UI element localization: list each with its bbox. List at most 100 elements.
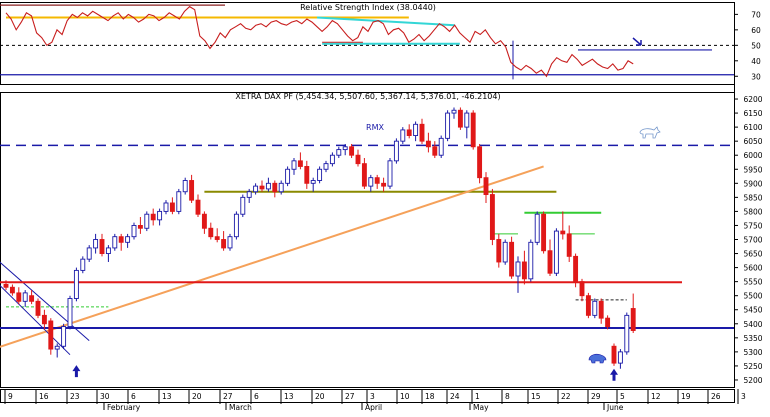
candle-down xyxy=(99,239,105,254)
x-month-label: April xyxy=(365,403,382,412)
candle-down xyxy=(272,182,278,193)
price-tick-label: 6150 xyxy=(743,109,762,118)
price-tick-label: 5650 xyxy=(743,250,762,259)
rsi-line xyxy=(5,5,634,78)
up-arrow-icon xyxy=(610,368,618,381)
candle-up xyxy=(310,180,316,184)
rsi-tick-label: 50 xyxy=(751,41,761,50)
candle-down xyxy=(566,233,572,257)
candle-down xyxy=(355,154,361,165)
candle-down xyxy=(381,182,387,187)
x-day-label: 3 xyxy=(741,392,746,401)
candle-up xyxy=(438,137,444,156)
rsi-cyan-band xyxy=(316,16,455,27)
x-day-label: 23 xyxy=(70,392,80,401)
candle-down xyxy=(35,300,41,316)
x-day-label: 18 xyxy=(425,392,435,401)
candle-down xyxy=(432,146,438,156)
price-tick-label: 5450 xyxy=(743,306,762,315)
price-tick-label: 5200 xyxy=(743,376,762,385)
trend-orange-line xyxy=(0,165,544,348)
x-day-label: 24 xyxy=(450,392,460,401)
rsi-tick-label: 40 xyxy=(751,57,761,66)
candle-up xyxy=(86,247,92,260)
candle-up xyxy=(93,239,99,249)
x-day-label: 13 xyxy=(284,392,294,401)
price-tick-label: 5300 xyxy=(743,348,762,357)
x-day-label: 27 xyxy=(345,392,355,401)
price-tick-label: 6200 xyxy=(743,95,762,104)
candle-down xyxy=(477,146,483,179)
price-tick-label: 5400 xyxy=(743,320,762,329)
rsi-tick-label: 70 xyxy=(751,10,761,19)
candle-up xyxy=(112,236,118,249)
candle-down xyxy=(611,345,617,364)
price-tick-label: 6050 xyxy=(743,137,762,146)
candle-up xyxy=(157,210,163,221)
candle-down xyxy=(304,166,310,184)
x-day-label: 15 xyxy=(531,392,541,401)
candle-down xyxy=(560,230,566,235)
candle-up xyxy=(387,160,393,187)
candle-down xyxy=(349,146,355,156)
candle-up xyxy=(61,326,67,347)
candle-up xyxy=(80,258,86,271)
candle-up xyxy=(144,213,150,229)
x-day-label: 6 xyxy=(254,392,259,401)
candle-down xyxy=(9,286,15,294)
price-tick-label: 5850 xyxy=(743,193,762,202)
candle-up xyxy=(393,140,399,162)
price-tick-label: 5800 xyxy=(743,207,762,216)
candle-up xyxy=(240,196,246,215)
candle-down xyxy=(16,292,22,302)
candle-up xyxy=(73,269,79,299)
candle-up xyxy=(163,202,169,212)
candle-down xyxy=(425,140,431,148)
x-day-label: 20 xyxy=(315,392,325,401)
x-day-label: 12 xyxy=(651,392,661,401)
candle-down xyxy=(547,250,553,274)
candle-up xyxy=(528,241,534,280)
candle-down xyxy=(470,112,476,148)
candle-up xyxy=(336,149,342,156)
x-month-label: February xyxy=(107,403,141,412)
x-month-label: June xyxy=(606,403,624,412)
price-tick-label: 6100 xyxy=(743,123,762,132)
x-day-label: 13 xyxy=(162,392,172,401)
candle-up xyxy=(368,177,374,187)
candle-down xyxy=(541,213,547,252)
rsi-arrow-icon xyxy=(632,37,642,46)
x-day-label: 30 xyxy=(100,392,110,401)
x-day-label: 19 xyxy=(681,392,691,401)
candle-up xyxy=(329,154,335,165)
candle-down xyxy=(189,180,195,201)
rsi-tick-label: 30 xyxy=(751,72,761,81)
candle-up xyxy=(464,112,470,128)
x-day-label: 6 xyxy=(131,392,136,401)
candle-up xyxy=(227,236,233,249)
price-tick-label: 5250 xyxy=(743,362,762,371)
rmx-label: RMX xyxy=(366,123,384,132)
candle-down xyxy=(201,213,207,229)
price-tick-label: 5500 xyxy=(743,292,762,301)
x-day-label: 29 xyxy=(591,392,601,401)
x-day-label: 9 xyxy=(8,392,13,401)
x-month-label: March xyxy=(229,403,252,412)
x-day-label: 16 xyxy=(39,392,49,401)
candle-up xyxy=(265,182,271,190)
channel-bottom-line xyxy=(0,284,71,356)
candle-down xyxy=(208,227,214,238)
candle-down xyxy=(169,202,175,212)
candle-down xyxy=(573,255,579,283)
candle-up xyxy=(22,292,28,302)
candle-up xyxy=(502,241,508,263)
candle-up xyxy=(54,345,60,350)
bear-shape xyxy=(588,353,607,364)
candle-down xyxy=(521,261,527,280)
x-day-label: 1 xyxy=(475,392,480,401)
candle-up xyxy=(515,261,521,277)
x-day-label: 5 xyxy=(620,392,625,401)
price-title: XETRA DAX PF (5,454.34, 5,507.60, 5,367.… xyxy=(235,92,500,101)
rsi-title: Relative Strength Index (38.0440) xyxy=(300,3,436,12)
rsi-tick-label: 60 xyxy=(751,26,761,35)
